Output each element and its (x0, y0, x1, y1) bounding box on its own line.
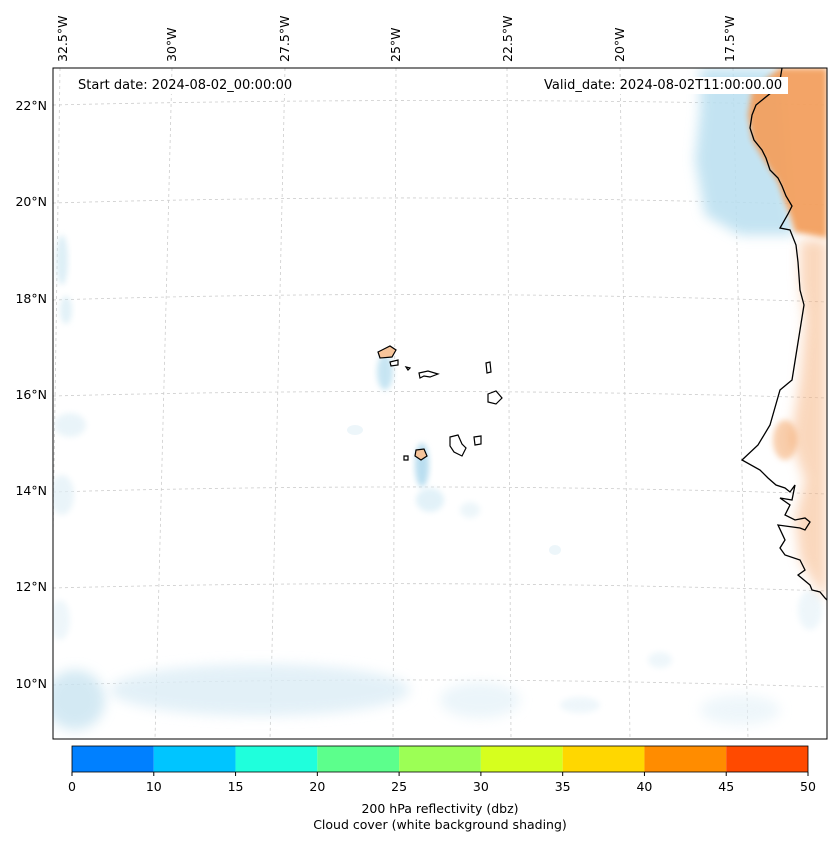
map-frame (52, 67, 828, 740)
lon-label-4: 25°W (388, 27, 403, 62)
colorbar-segment (317, 746, 400, 772)
lat-label-2: 20°N (15, 194, 47, 209)
colorbar-segment (235, 746, 318, 772)
lon-label-3: 27.5°W (277, 15, 292, 62)
valid-date-label: Valid_date: 2024-08-02T11:00:00.00 (538, 77, 789, 94)
coastline (740, 68, 827, 601)
colorbar-tick-label: 25 (391, 779, 408, 794)
colorbar-segment (72, 746, 154, 772)
island-santa-luzia (404, 366, 412, 371)
lon-label-7: 17.5°W (722, 15, 737, 62)
colorbar-segment (726, 746, 808, 772)
colorbar-label-2: Cloud cover (white background shading) (313, 817, 567, 832)
lat-label-3: 18°N (15, 291, 47, 306)
colorbar-tick-label: 20 (309, 779, 326, 794)
colorbar-tick-label: 35 (554, 779, 571, 794)
island-maio (473, 435, 482, 446)
colorbar-label-1: 200 hPa reflectivity (dbz) (361, 801, 519, 816)
colorbar-tick-label: 40 (636, 779, 653, 794)
colorbar-tick-label: 10 (145, 779, 162, 794)
lat-label-4: 16°N (15, 387, 47, 402)
lon-label-5: 22.5°W (500, 15, 515, 62)
colorbar-segment (562, 746, 645, 772)
colorbar-tick-label: 50 (800, 779, 816, 794)
cape-verde-islands (377, 345, 503, 461)
lon-label-6: 20°W (612, 27, 627, 62)
land-west-africa (748, 68, 827, 600)
colorbar-segment (480, 746, 563, 772)
gridlines (53, 68, 827, 739)
island-boa-vista (487, 390, 503, 405)
lon-label-2: 30°W (164, 27, 179, 62)
colorbar-tick-label: 45 (718, 779, 735, 794)
colorbar-tick-label: 15 (227, 779, 244, 794)
colorbar-segment (153, 746, 236, 772)
colorbar-segment (399, 746, 481, 772)
island-sao-vicente (389, 359, 399, 367)
lat-label-5: 14°N (15, 483, 47, 498)
start-date-label: Start date: 2024-08-02_00:00:00 (72, 77, 299, 94)
island-sao-nicolau (418, 370, 440, 379)
island-brava (403, 455, 409, 461)
colorbar (71, 745, 809, 776)
lat-label-7: 10°N (15, 676, 47, 691)
colorbar-border (71, 745, 809, 773)
island-fogo (414, 448, 428, 461)
lat-label-6: 12°N (15, 579, 47, 594)
island-santiago (449, 434, 467, 457)
map-background (53, 68, 827, 739)
colorbar-tick-label: 30 (472, 779, 489, 794)
island-santo-antao (377, 345, 397, 359)
cloud-cover (53, 68, 822, 730)
colorbar-tick-label: 0 (68, 779, 76, 794)
lat-label-1: 22°N (15, 98, 47, 113)
colorbar-segment (644, 746, 727, 772)
lon-label-1: 32.5°W (55, 15, 70, 62)
island-sal (485, 361, 492, 374)
